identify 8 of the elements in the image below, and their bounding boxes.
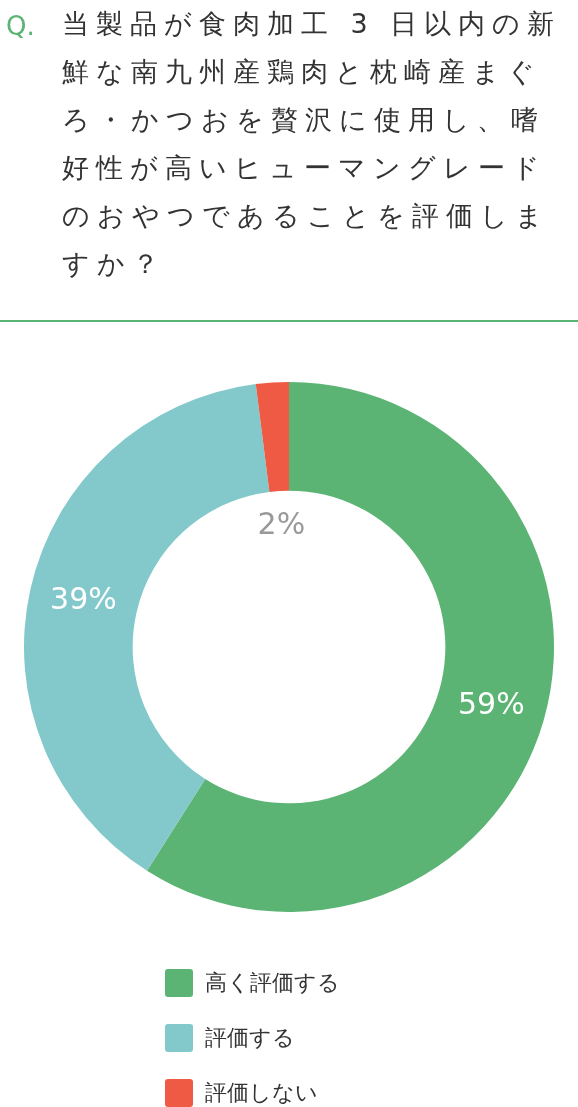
legend-label: 評価する [205,1023,295,1052]
data-label: 59% [457,685,525,721]
legend-label: 評価しない [205,1078,318,1107]
text: Q. [6,10,35,43]
data-label: 39% [50,580,117,616]
legend-label: 高く評価する [205,968,340,997]
data-label: 2% [257,505,306,541]
chart-title: 当製品が食肉加工 3 日以内の新鮮な南九州産鶏肉と枕崎産まぐろ・かつおを贅沢に使用し、嗜好性が高いヒューマングレードのおやつであることを評価しますか？ [62,7,563,281]
